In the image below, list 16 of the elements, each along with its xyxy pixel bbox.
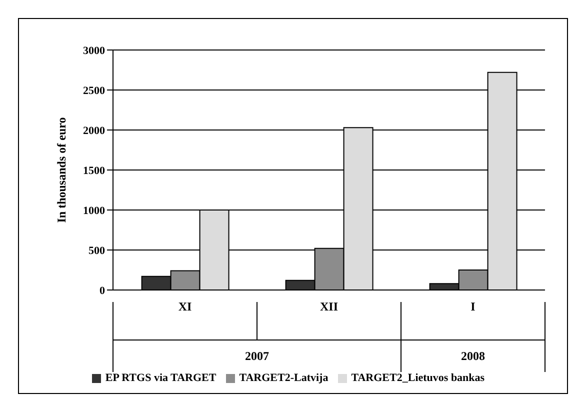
y-tick-label: 3000 xyxy=(83,44,106,57)
x-tick-label: XII xyxy=(320,300,338,314)
text: 2008 xyxy=(461,349,485,363)
y-tick-label: 0 xyxy=(100,284,106,297)
x-tick-label: XI xyxy=(178,300,192,314)
y-tick-label: 500 xyxy=(88,244,106,257)
y-axis-title: In thousands of euro xyxy=(54,117,68,223)
y-tick-label: 2000 xyxy=(83,124,106,137)
legend-label: TARGET2_Lietuvos bankas xyxy=(351,372,485,384)
y-tick-label: 1500 xyxy=(83,164,106,177)
legend-label: EP RTGS via TARGET xyxy=(105,372,216,384)
legend-label: TARGET2-Latvija xyxy=(239,372,328,384)
y-tick-label: 1000 xyxy=(83,204,106,217)
y-tick-label: 2500 xyxy=(83,84,106,97)
x-tick-label: I xyxy=(470,300,476,314)
text: 2007 xyxy=(245,349,269,363)
